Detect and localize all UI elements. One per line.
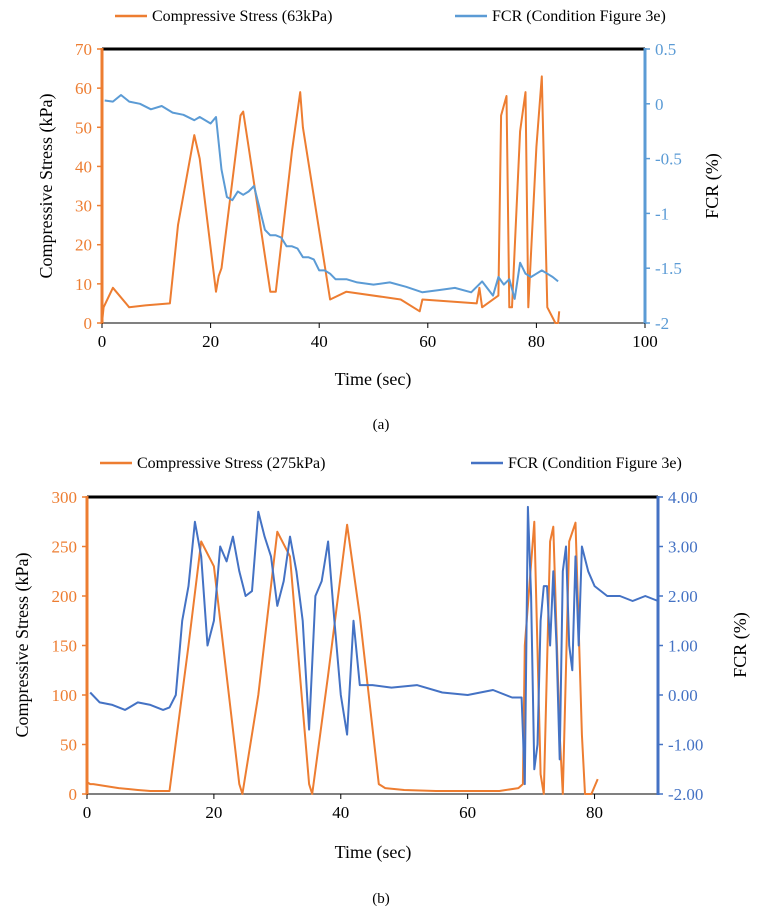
y-left-tick-label: 50 [60,736,77,755]
stress-series-line [86,520,599,795]
x-tick-label: 60 [459,803,476,822]
y-right-tick-label: -0.5 [655,150,682,169]
y-right-tick-label: -2.00 [668,785,703,804]
y-axis-right-b-title: FCR (%) [730,612,751,678]
y-ticks-left-b: 0 50 100 150 200 250 300 [52,488,87,804]
y-left-tick-label: 40 [75,157,92,176]
chart-b: Compressive Stress (275kPa) FCR (Conditi… [12,455,751,907]
y-right-tick-label: -1.00 [668,736,703,755]
caption-a: (a) [373,417,390,433]
y-left-tick-label: 0 [84,314,93,333]
x-axis-a-title: Time (sec) [335,369,412,390]
x-tick-label: 0 [98,332,107,351]
stress-series-line [101,75,561,324]
y-right-tick-label: -1.5 [655,259,682,278]
series-a [101,75,561,324]
y-left-tick-label: 10 [75,275,92,294]
y-left-tick-label: 60 [75,79,92,98]
legend-a-stress-label: Compressive Stress (63kPa) [152,8,332,25]
y-right-tick-label: 1.00 [668,637,698,656]
x-tick-label: 60 [419,332,436,351]
x-tick-label: 40 [311,332,328,351]
y-ticks-right-a: -2 -1.5 -1 -0.5 0 0.5 [645,40,682,333]
y-left-tick-label: 300 [52,488,78,507]
legend-b-fcr-label: FCR (Condition Figure 3e) [508,455,682,472]
y-axis-right-a-title: FCR (%) [702,153,723,219]
x-tick-label: 40 [332,803,349,822]
x-ticks-b: 0 20 40 60 80 [83,794,603,822]
legend-a-fcr-label: FCR (Condition Figure 3e) [492,8,666,25]
x-tick-label: 80 [586,803,603,822]
y-right-tick-label: -2 [655,314,669,333]
y-left-tick-label: 30 [75,197,92,216]
y-ticks-left-a: 0 10 20 30 40 50 60 70 [75,40,102,333]
y-right-tick-label: 0 [655,95,664,114]
y-right-tick-label: 4.00 [668,488,698,507]
y-axis-left-b-title: Compressive Stress (kPa) [12,553,33,738]
y-right-tick-label: 0.00 [668,686,698,705]
fcr-series-line [104,94,559,300]
y-left-tick-label: 20 [75,236,92,255]
caption-b: (b) [372,891,390,907]
y-axis-left-a-title: Compressive Stress (kPa) [36,94,57,279]
x-tick-label: 0 [83,803,92,822]
x-tick-label: 20 [205,803,222,822]
x-ticks-a: 0 20 40 60 80 100 [98,323,658,351]
y-left-tick-label: 150 [52,637,78,656]
y-ticks-right-b: -2.00 -1.00 0.00 1.00 2.00 3.00 4.00 [658,488,703,804]
x-axis-b-title: Time (sec) [335,842,412,863]
x-tick-label: 100 [632,332,658,351]
x-tick-label: 80 [528,332,545,351]
legend-b-stress-label: Compressive Stress (275kPa) [137,455,325,472]
y-left-tick-label: 0 [69,785,78,804]
fcr-series-line [89,505,659,786]
y-left-tick-label: 250 [52,538,78,557]
y-left-tick-label: 70 [75,40,92,59]
y-left-tick-label: 50 [75,118,92,137]
x-tick-label: 20 [202,332,219,351]
y-right-tick-label: 2.00 [668,587,698,606]
y-right-tick-label: 3.00 [668,538,698,557]
y-right-tick-label: 0.5 [655,40,676,59]
series-b [86,505,659,795]
y-left-tick-label: 200 [52,587,78,606]
y-left-tick-label: 100 [52,686,78,705]
chart-a: Compressive Stress (63kPa) FCR (Conditio… [36,8,723,433]
y-right-tick-label: -1 [655,204,669,223]
